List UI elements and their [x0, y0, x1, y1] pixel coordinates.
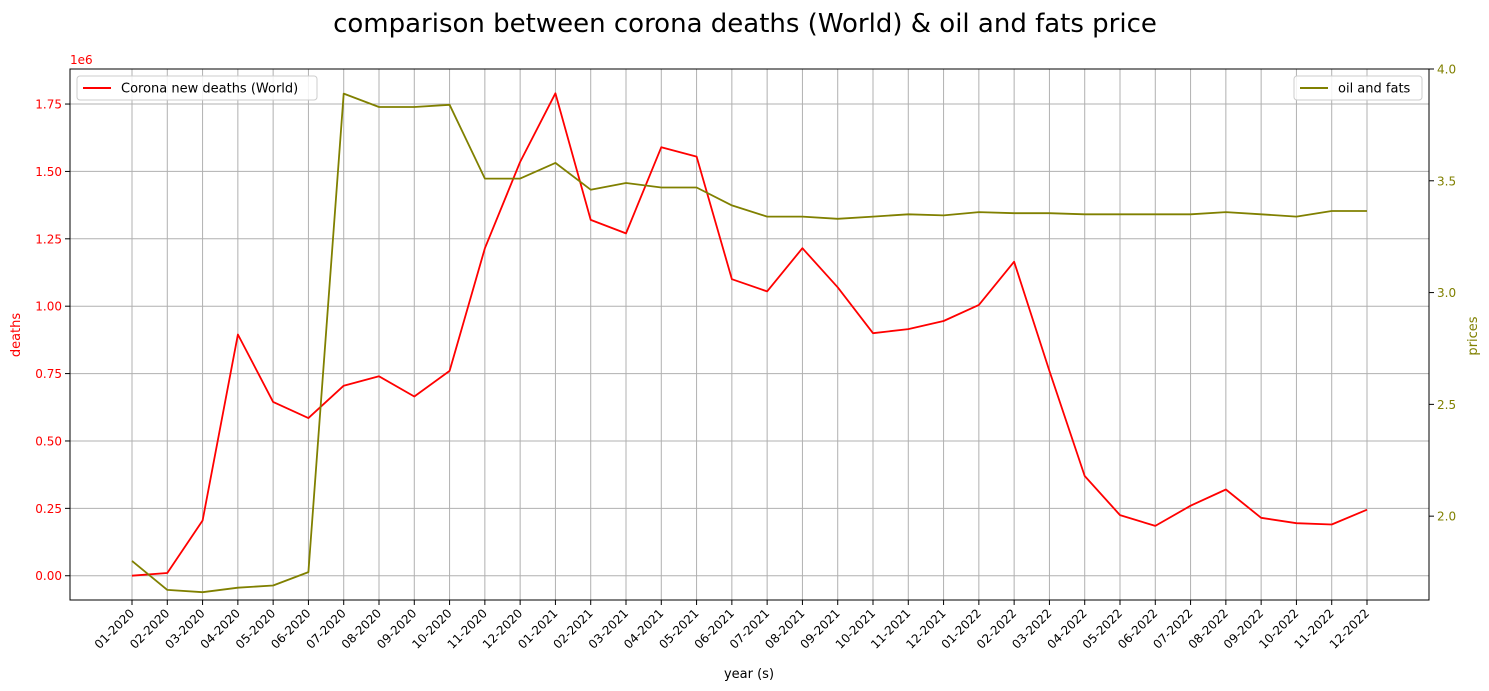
left-tick-label: 1.50	[35, 165, 62, 179]
right-tick-label: 2.5	[1437, 398, 1456, 412]
legend-right-box	[1293, 75, 1423, 101]
plot-frame	[69, 68, 1430, 601]
axes-layer: 01-202002-202003-202004-202005-202006-20…	[35, 63, 1456, 652]
series-line-oil-and-fats	[131, 92, 1367, 594]
right-tick-label: 3.0	[1437, 286, 1456, 300]
left-tick-label: 0.75	[35, 367, 62, 381]
chart-title: comparison between corona deaths (World)…	[333, 9, 1157, 39]
legend-right-label: oil and fats	[1338, 82, 1411, 97]
right-tick-label: 3.5	[1437, 174, 1456, 188]
legend-left-label: Corona new deaths (World)	[121, 82, 298, 97]
left-tick-label: 0.25	[35, 502, 62, 516]
legend-left: Corona new deaths (World)	[76, 75, 318, 101]
legend-left-box	[76, 75, 318, 101]
series-line-corona-deaths	[131, 92, 1368, 577]
right-axis-label: prices	[1466, 316, 1481, 355]
left-tick-label: 1.00	[35, 300, 62, 314]
x-axis-label: year (s)	[724, 667, 774, 682]
series-layer	[131, 92, 1368, 594]
grid-layer	[70, 69, 1429, 600]
right-tick-label: 2.0	[1437, 510, 1456, 524]
left-tick-label: 1.75	[35, 98, 62, 112]
left-tick-label: 0.50	[35, 434, 62, 448]
left-tick-label: 0.00	[35, 569, 62, 583]
legend-right: oil and fats	[1293, 75, 1423, 101]
left-axis-label: deaths	[9, 313, 24, 358]
right-tick-label: 4.0	[1437, 63, 1456, 77]
left-axis-offset-label: 1e6	[70, 53, 93, 67]
left-tick-label: 1.25	[35, 232, 62, 246]
